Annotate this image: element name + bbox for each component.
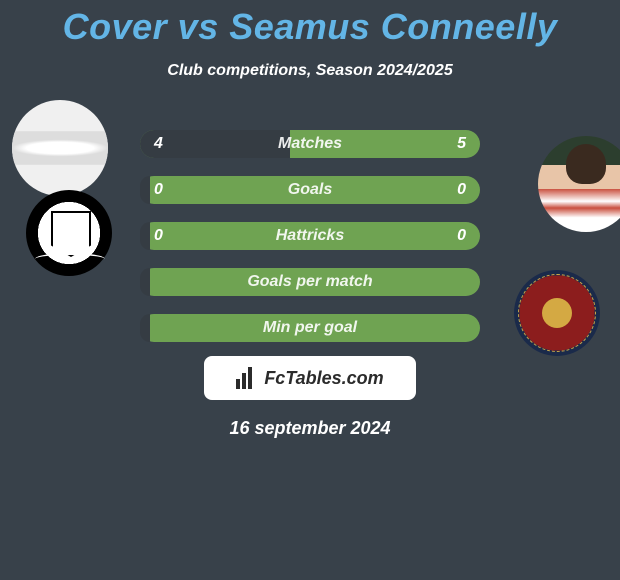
stat-label: Matches [278,135,342,153]
bar-chart-icon [236,367,258,389]
branding-badge: FcTables.com [204,356,416,400]
stat-right-value: 5 [457,135,466,153]
stat-bar-matches: 4 5 Matches [140,130,480,158]
player-left-club-crest [26,190,112,276]
stat-left-value: 0 [154,181,163,199]
page-title: Cover vs Seamus Conneelly [0,0,620,48]
stat-right-value: 0 [457,227,466,245]
stat-bar-hattricks: 0 0 Hattricks [140,222,480,250]
stat-label: Goals per match [247,273,372,291]
stat-left-value: 0 [154,227,163,245]
stat-label: Hattricks [276,227,344,245]
stat-bar-left-fill [140,176,150,204]
stat-bar-goals: 0 0 Goals [140,176,480,204]
stat-bar-left-fill [140,222,150,250]
comparison-panel: 4 5 Matches 0 0 Goals 0 0 Hattricks Goals per mat… [0,112,620,352]
snapshot-date: 16 september 2024 [0,418,620,439]
subtitle: Club competitions, Season 2024/2025 [0,62,620,80]
player-right-avatar [538,136,620,232]
branding-text: FcTables.com [264,368,383,389]
player-right-club-crest [514,270,600,356]
placeholder-person-icon [12,131,108,165]
stat-bar-min-per-goal: Min per goal [140,314,480,342]
stat-bar-left-fill [140,314,150,342]
stat-bar-goals-per-match: Goals per match [140,268,480,296]
stat-left-value: 4 [154,135,163,153]
player-left-avatar [12,100,108,196]
stat-bar-left-fill [140,268,150,296]
stat-label: Goals [288,181,332,199]
stat-right-value: 0 [457,181,466,199]
stat-bars: 4 5 Matches 0 0 Goals 0 0 Hattricks Goals per mat… [140,130,480,360]
stat-label: Min per goal [263,319,357,337]
